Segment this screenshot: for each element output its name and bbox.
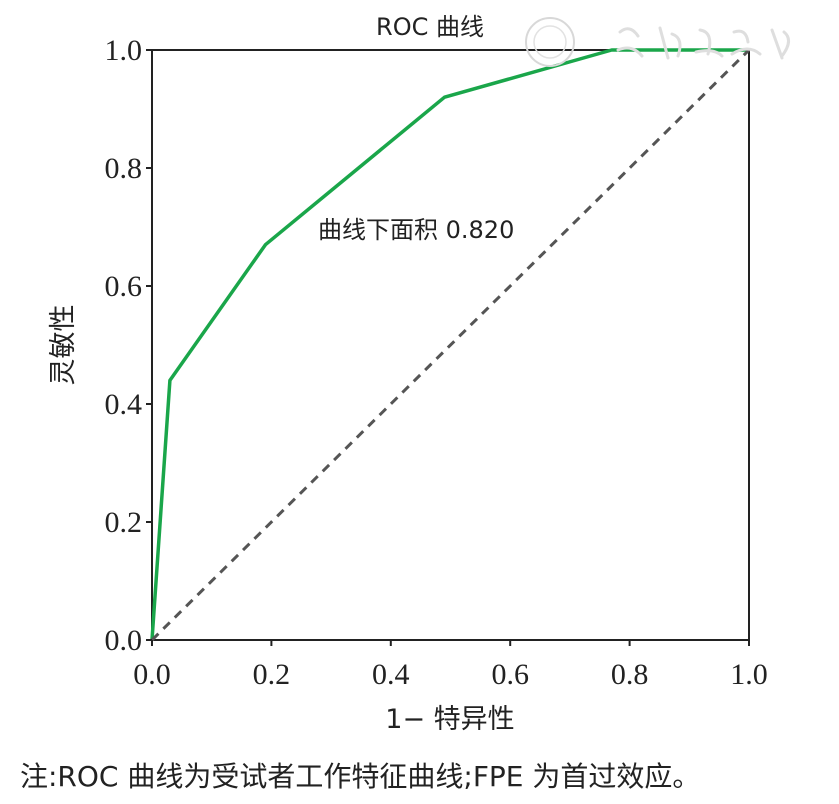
x-axis-ticks: 0.0 0.2 0.4 0.6 0.8 1.0 [133,640,768,691]
y-tick-label: 0.2 [105,506,143,539]
x-axis-label: 1− 特异性 [385,704,514,735]
x-tick-label: 0.8 [611,658,649,691]
y-axis-label: 灵敏性 [48,305,79,386]
y-tick-label: 0.0 [105,624,143,657]
y-tick-label: 1.0 [105,34,143,67]
y-axis-ticks: 0.0 0.2 0.4 0.6 0.8 1.0 [105,34,152,657]
plot-area [150,48,751,642]
plot-frame [151,49,750,641]
y-tick-label: 0.4 [105,388,143,421]
figure-note: 注:ROC 曲线为受试者工作特征曲线;FPE 为首过效应。 [20,760,701,793]
auc-annotation: 曲线下面积 0.820 [318,216,514,244]
y-tick-label: 0.6 [105,270,143,303]
chart-title: ROC 曲线 [376,13,484,41]
x-tick-label: 0.2 [253,658,291,691]
watermark-seal-icon [525,17,790,67]
x-tick-label: 0.0 [133,658,171,691]
reference-diagonal-line [150,48,751,642]
y-tick-label: 0.8 [105,152,143,185]
x-tick-label: 0.6 [491,658,529,691]
x-tick-label: 0.4 [372,658,410,691]
x-tick-label: 1.0 [730,658,768,691]
roc-chart: ROC 曲线 0.0 0.2 0.4 0.6 0.8 1.0 0.00.20.40.60.… [48,13,768,735]
